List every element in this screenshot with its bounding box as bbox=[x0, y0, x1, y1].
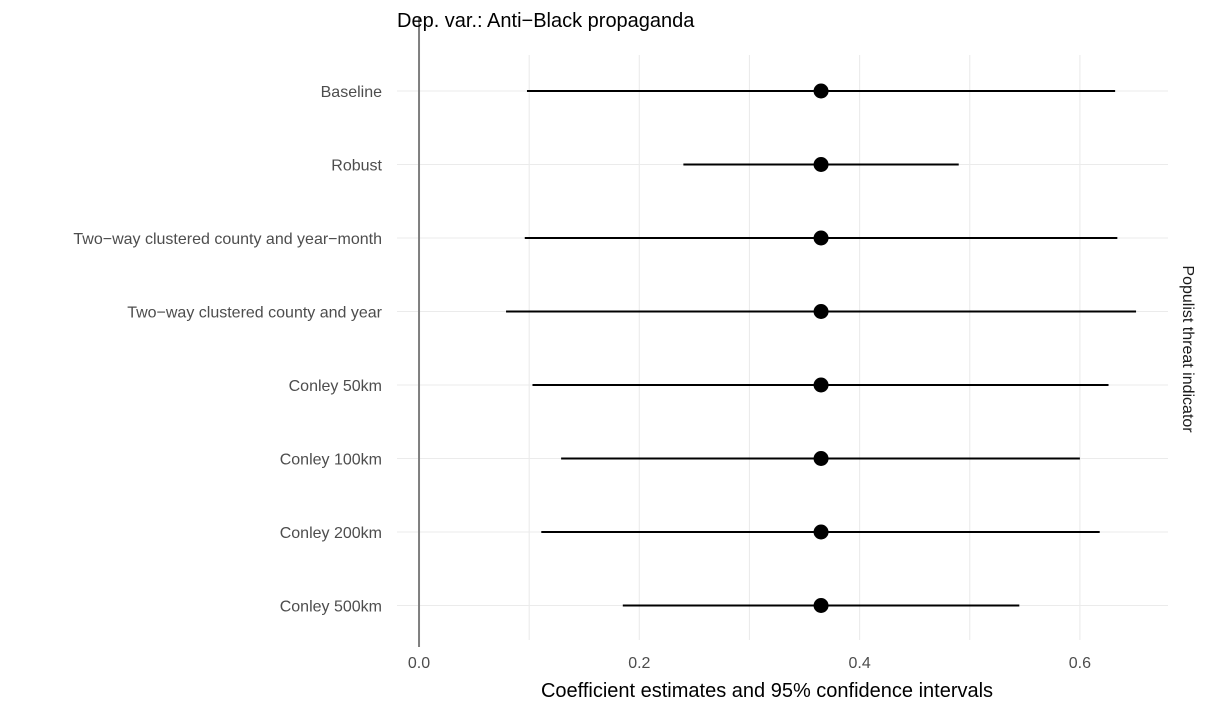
estimate-point bbox=[813, 598, 829, 613]
estimate-point bbox=[813, 83, 829, 99]
facet-strip-label: Populist threat indicator bbox=[1179, 265, 1196, 433]
x-tick-label: 0.0 bbox=[408, 655, 430, 672]
labels-layer: Baseline Robust Two−way clustered county a… bbox=[73, 84, 1091, 672]
category-label: Conley 500km bbox=[280, 599, 382, 616]
category-label: Conley 200km bbox=[280, 525, 382, 542]
grid-layer bbox=[397, 55, 1168, 640]
category-label: Robust bbox=[331, 158, 382, 175]
category-label: Conley 100km bbox=[280, 452, 382, 469]
estimate-point bbox=[813, 157, 829, 172]
estimate-point bbox=[813, 524, 829, 540]
marks-layer bbox=[506, 83, 1137, 613]
category-label: Two−way clustered county and year−month bbox=[73, 231, 382, 248]
x-tick-label: 0.4 bbox=[848, 655, 870, 672]
category-label: Baseline bbox=[321, 84, 382, 101]
estimate-point bbox=[813, 451, 829, 466]
estimate-point bbox=[813, 377, 829, 393]
x-tick-label: 0.2 bbox=[628, 655, 650, 672]
x-axis-label: Coefficient estimates and 95% confidence… bbox=[541, 680, 993, 702]
category-label: Conley 50km bbox=[289, 378, 382, 395]
chart-title: Dep. var.: Anti−Black propaganda bbox=[397, 10, 695, 32]
estimate-point bbox=[813, 304, 829, 319]
category-label: Two−way clustered county and year bbox=[127, 305, 382, 322]
estimate-point bbox=[813, 230, 829, 246]
x-tick-label: 0.6 bbox=[1069, 655, 1091, 672]
